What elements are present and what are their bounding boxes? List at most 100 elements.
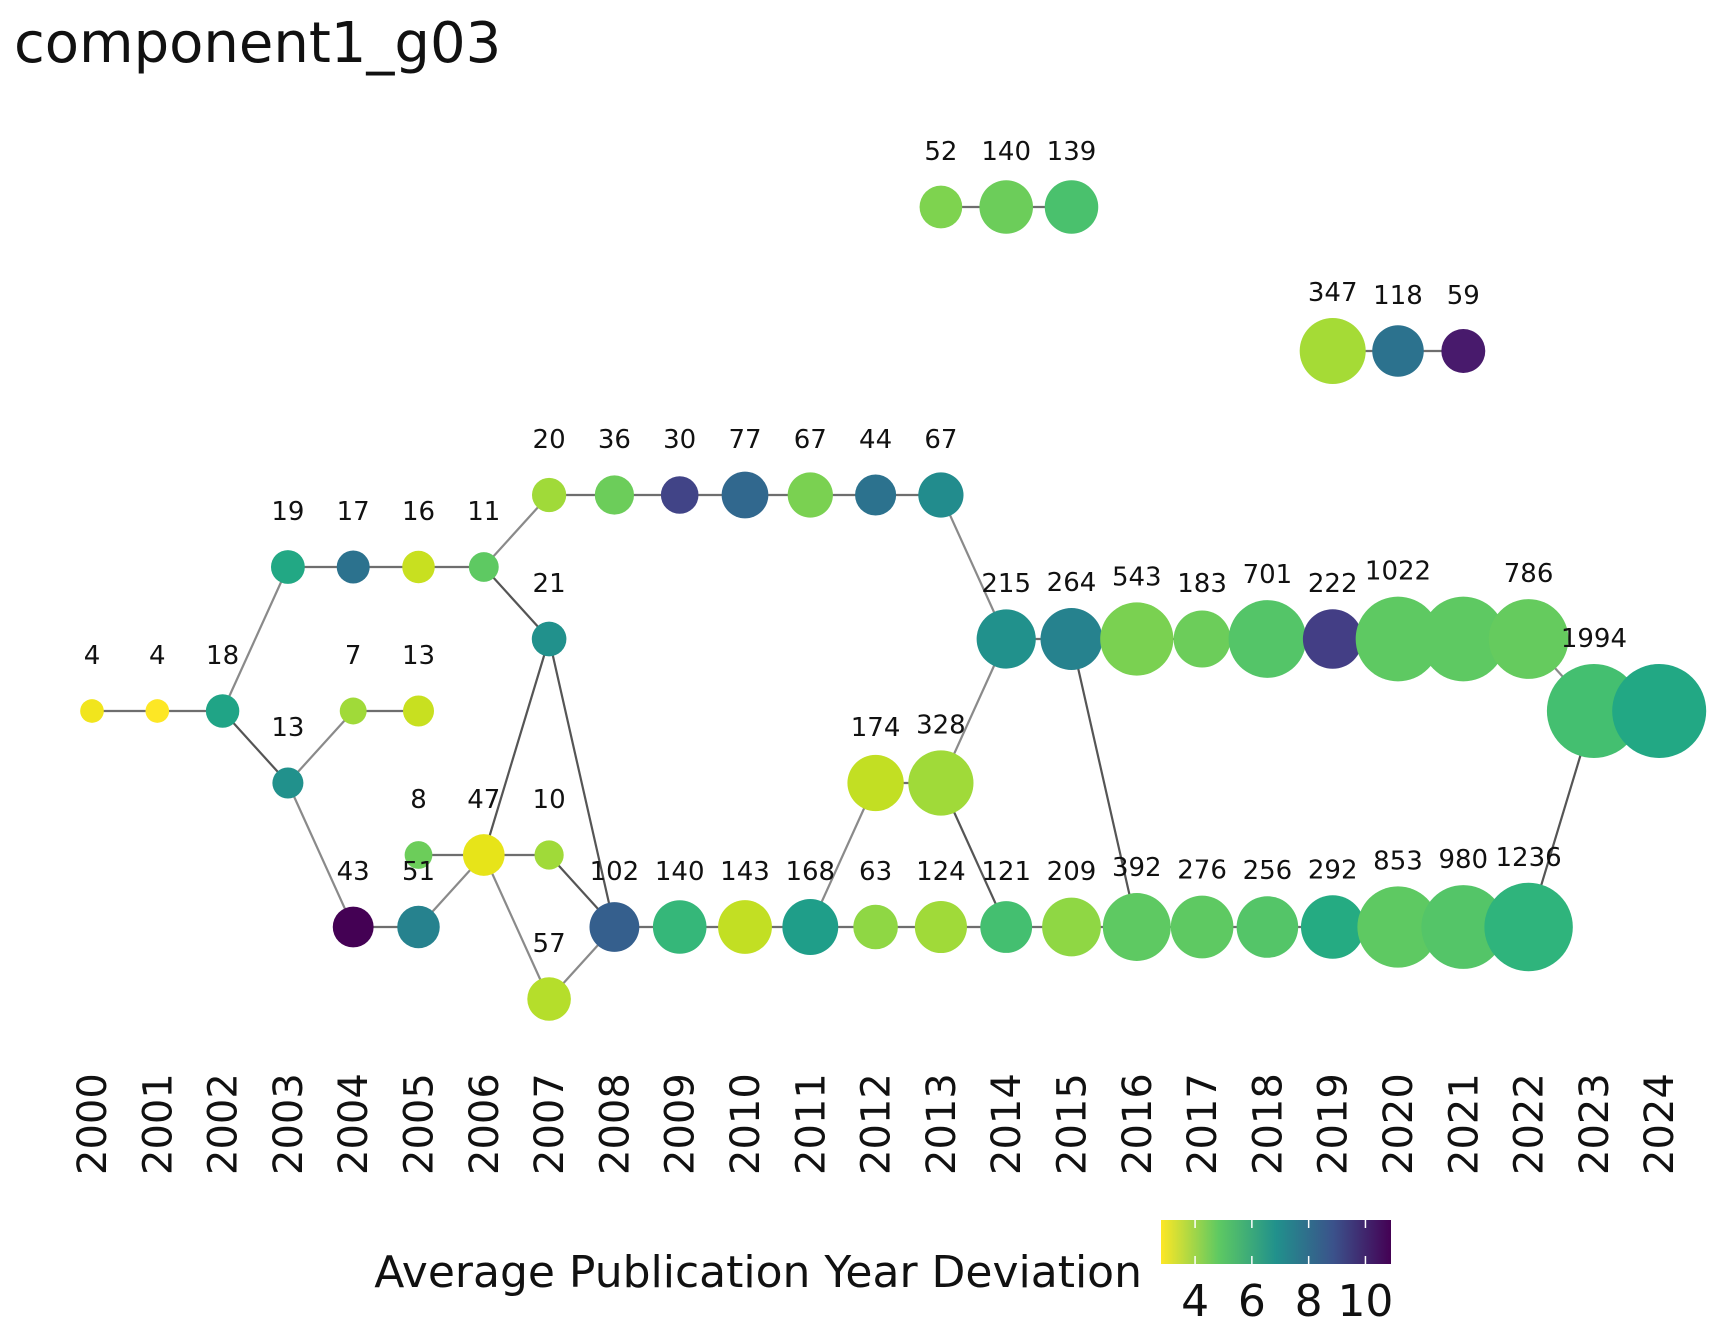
node-n2013i[interactable] [914,900,967,954]
node-n2012i[interactable] [853,904,898,950]
legend-tick-4: 4 [1181,1276,1209,1327]
year-tick-2002: 2002 [201,1073,247,1175]
node-n2003d[interactable] [270,550,305,584]
node-n2014e[interactable] [976,609,1036,669]
year-tick-2000: 2000 [70,1073,116,1175]
node-n2015a[interactable] [1044,180,1099,234]
node-n2013c[interactable] [918,472,964,518]
color-legend: Average Publication Year Deviation 4 6 8 10 [374,1220,1393,1327]
node-label-n2013c: 67 [924,425,957,455]
node-n2014a[interactable] [979,180,1033,234]
node-label-n2017i: 276 [1177,856,1227,886]
node-label-n2003g: 13 [271,713,304,743]
node-label-n2000f: 4 [84,641,101,671]
node-n2010c[interactable] [721,471,769,519]
year-tick-2004: 2004 [331,1073,377,1175]
node-n2006d[interactable] [468,552,499,582]
node-n2020i[interactable] [1357,886,1439,968]
year-tick-2006: 2006 [462,1073,508,1175]
node-n2005h[interactable] [404,841,433,869]
node-label-n2018e: 701 [1243,560,1293,590]
node-n2001f[interactable] [145,699,170,723]
node-n2016e[interactable] [1100,602,1174,676]
node-n2016i[interactable] [1102,893,1171,961]
legend-tick-10: 10 [1337,1276,1393,1327]
node-n2023f[interactable] [1546,664,1641,758]
node-n2019b[interactable] [1299,317,1366,385]
legend-tick-6: 6 [1238,1276,1266,1327]
node-label-n2012c: 44 [859,425,892,455]
node-n2012c[interactable] [855,474,897,516]
node-label-n2005d: 16 [402,497,435,527]
year-tick-2008: 2008 [592,1073,638,1175]
year-tick-2019: 2019 [1311,1073,1357,1175]
node-n2004i[interactable] [332,906,374,948]
edge-n2003g-n2004i [286,782,355,928]
node-label-n2022e: 786 [1504,559,1554,589]
node-n2007e[interactable] [531,621,567,657]
node-n2012g[interactable] [847,754,904,812]
node-n2019i[interactable] [1300,895,1365,959]
node-n2005d[interactable] [402,550,435,584]
edge-n2003g-n2004f [287,710,355,784]
node-n2013a[interactable] [919,185,963,229]
year-tick-2021: 2021 [1441,1073,1487,1175]
node-n2005i[interactable] [397,905,440,949]
node-label-n2010i: 143 [720,857,770,887]
node-n2005f[interactable] [402,695,435,727]
node-n2008c[interactable] [594,475,635,515]
node-n2006h[interactable] [462,834,505,876]
node-n2022e[interactable] [1488,599,1569,679]
edge-n2006h-n2007j [482,854,551,1000]
node-n2011i[interactable] [782,899,839,955]
node-n2015e[interactable] [1040,607,1103,671]
chart-title: component1_g03 [14,11,501,76]
node-label-n2011c: 67 [794,425,827,455]
node-n2004f[interactable] [339,697,367,725]
node-n2021i[interactable] [1421,885,1506,969]
node-n2021e[interactable] [1420,596,1506,682]
year-tick-2018: 2018 [1245,1073,1291,1175]
node-n2017i[interactable] [1170,895,1234,959]
node-n2008i[interactable] [589,902,640,952]
node-n2022i[interactable] [1484,882,1573,972]
node-n2020e[interactable] [1355,596,1441,682]
year-tick-2022: 2022 [1507,1073,1553,1175]
node-label-n2014e: 215 [981,569,1031,599]
edge-n2002f-n2003d [221,566,289,712]
node-n2010i[interactable] [718,900,772,954]
year-tick-2009: 2009 [658,1073,704,1175]
node-n2021b[interactable] [1441,329,1486,373]
node-label-n2009i: 140 [655,857,705,887]
node-n2014i[interactable] [980,901,1033,953]
node-n2024f[interactable] [1612,664,1707,758]
node-n2000f[interactable] [80,699,104,723]
node-label-n2016e: 543 [1112,562,1162,592]
node-n2009c[interactable] [660,476,699,514]
node-label-n2007h: 10 [533,785,566,815]
node-n2007j[interactable] [527,977,571,1021]
node-n2003g[interactable] [272,767,304,799]
node-n2019e[interactable] [1302,609,1363,669]
node-label-n2015e: 264 [1047,568,1097,598]
node-n2002f[interactable] [205,694,240,728]
node-n2011c[interactable] [787,472,833,518]
year-tick-2012: 2012 [854,1073,900,1175]
year-tick-2024: 2024 [1637,1073,1683,1175]
year-tick-2010: 2010 [723,1073,769,1175]
node-n2020b[interactable] [1372,325,1424,377]
node-n2007h[interactable] [534,840,564,870]
node-n2018i[interactable] [1236,896,1299,958]
node-n2004d[interactable] [336,550,370,584]
year-tick-2001: 2001 [135,1073,181,1175]
node-n2018e[interactable] [1228,600,1307,678]
node-n2017e[interactable] [1173,610,1231,668]
node-label-n2021i: 980 [1438,845,1488,875]
node-n2015i[interactable] [1042,897,1101,957]
legend-colorbar [1161,1220,1391,1264]
node-n2013g[interactable] [908,750,974,816]
node-n2007c[interactable] [531,477,567,513]
node-n2009i[interactable] [652,900,707,954]
node-label-n2013i: 124 [916,857,966,887]
